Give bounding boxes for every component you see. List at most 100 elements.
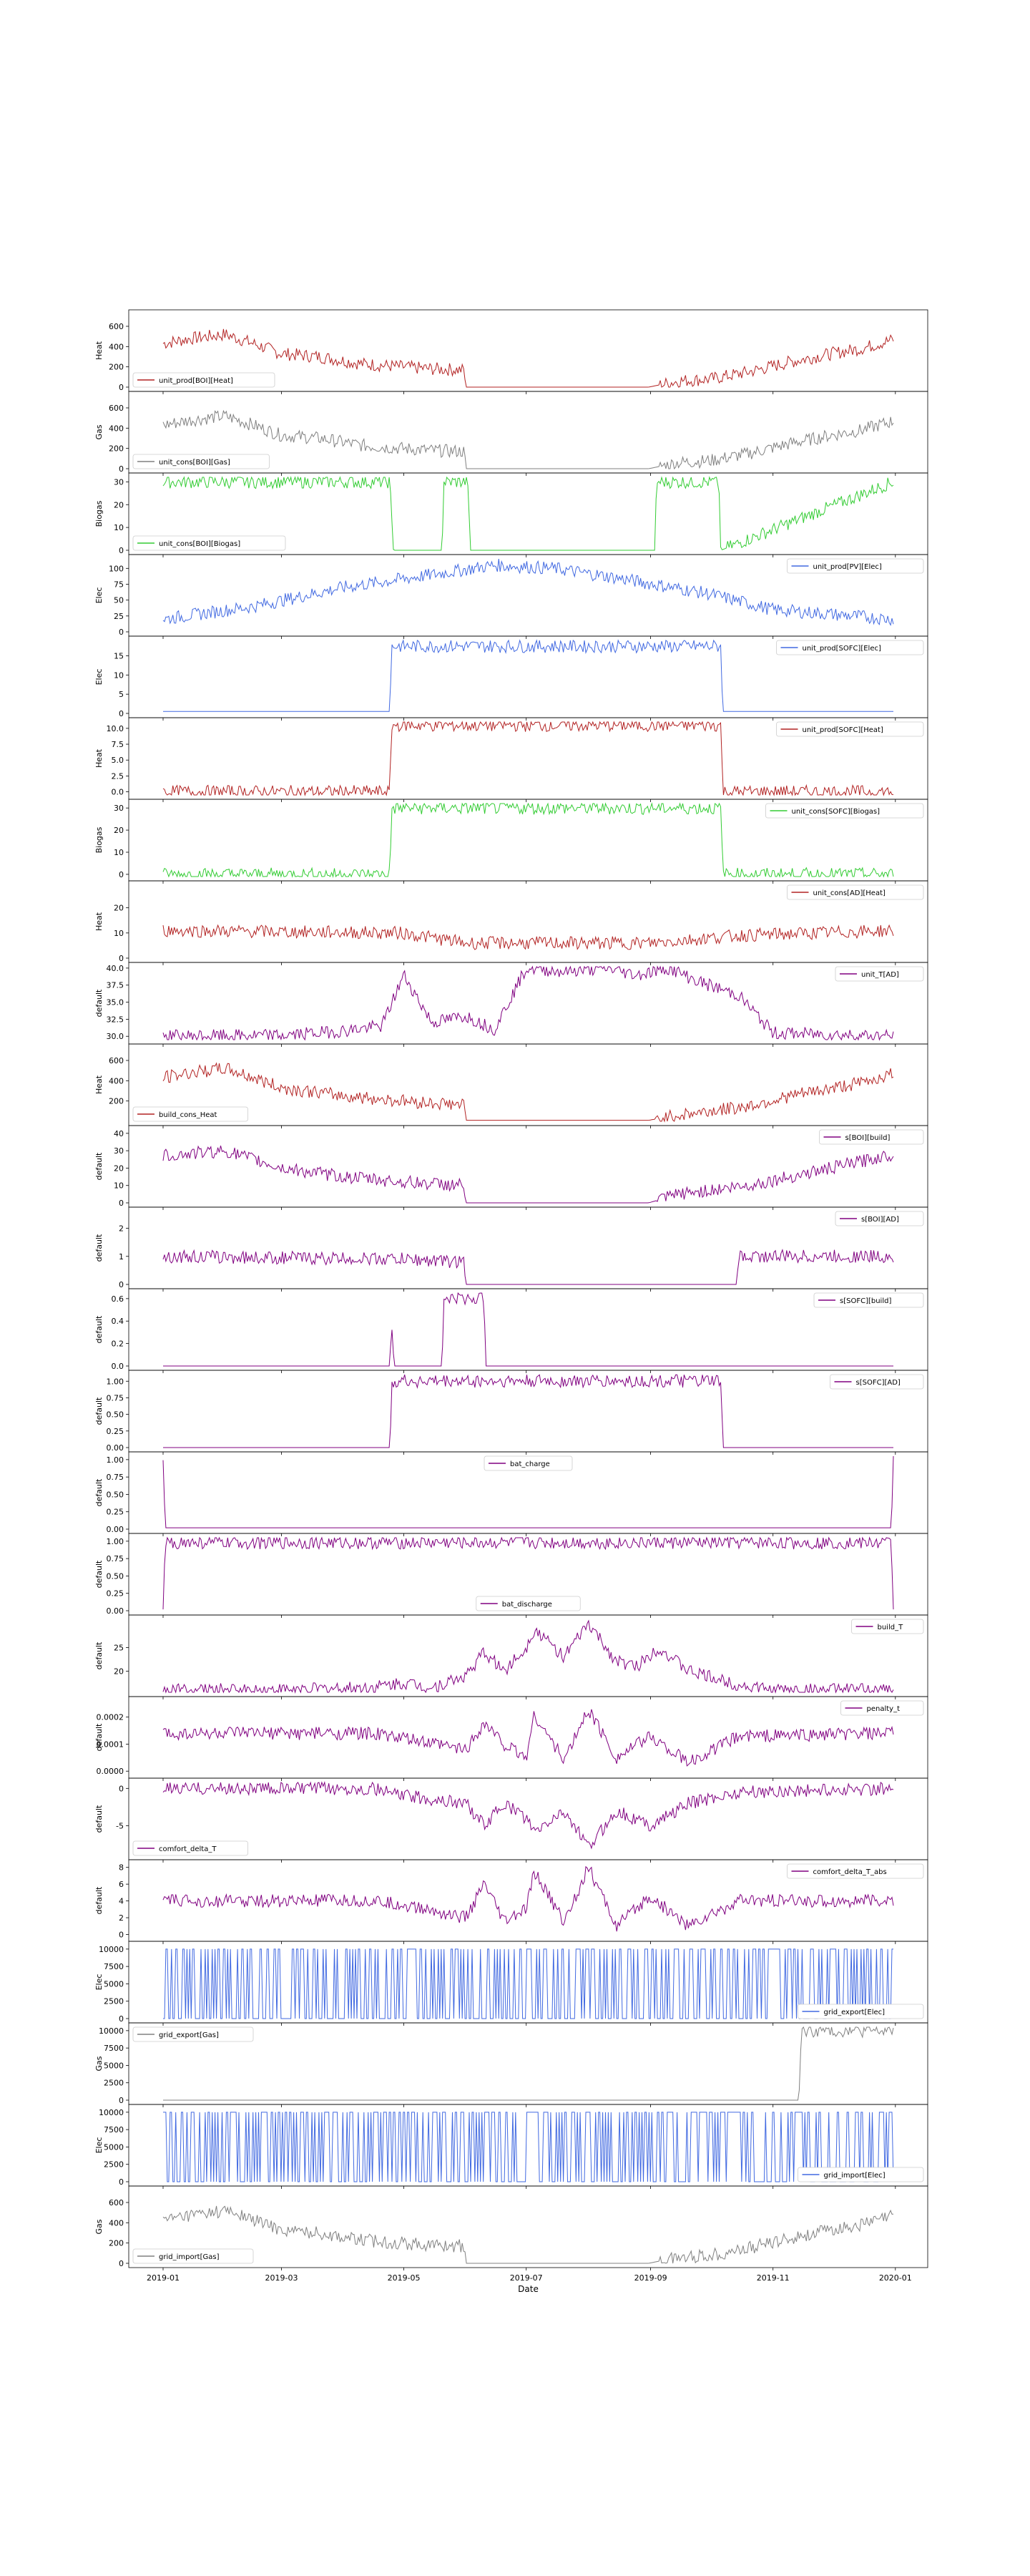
y-tick-label: 5 xyxy=(119,690,124,699)
legend-box xyxy=(132,2248,254,2264)
y-tick-label: 0 xyxy=(119,1199,124,1208)
legend-box xyxy=(835,1211,924,1226)
series-line xyxy=(162,1619,894,1694)
y-tick-label: 0 xyxy=(119,1784,124,1793)
y-tick-label: 7500 xyxy=(104,1962,124,1971)
series-line xyxy=(162,1536,894,1610)
legend-box xyxy=(787,884,924,900)
y-tick-label: 2500 xyxy=(104,2079,124,2088)
y-tick-label: 0.4 xyxy=(112,1317,124,1326)
y-tick-label: 30 xyxy=(114,1146,124,1156)
y-tick-label: 20 xyxy=(114,1667,124,1676)
y-axis-label: Heat xyxy=(94,1075,104,1094)
y-tick-label: 0.25 xyxy=(107,1427,124,1436)
series-line xyxy=(163,2112,894,2182)
x-tick-label: 2019-03 xyxy=(265,2273,298,2283)
y-tick-label: 4 xyxy=(119,1897,124,1906)
y-tick-label: 0.25 xyxy=(107,1589,124,1599)
legend-box xyxy=(776,640,924,655)
y-tick-label: 0.25 xyxy=(107,1508,124,1517)
y-tick-label: 25 xyxy=(114,1643,124,1652)
y-tick-label: 2.5 xyxy=(112,771,124,781)
legend-label: unit_cons[BOI][Biogas] xyxy=(159,540,240,548)
legend-box xyxy=(476,1596,581,1611)
y-tick-label: 15 xyxy=(114,651,124,660)
y-tick-label: 0 xyxy=(119,2177,124,2187)
legend-label: bat_charge xyxy=(510,1460,550,1468)
y-tick-label: 0 xyxy=(119,1280,124,1289)
legend-box xyxy=(798,2167,924,2182)
legend-label: unit_prod[BOI][Heat] xyxy=(159,377,233,385)
y-tick-label: 10000 xyxy=(99,1945,124,1954)
y-tick-label: 1.00 xyxy=(107,1377,124,1386)
x-axis-label: Date xyxy=(518,2284,539,2294)
panel-frame xyxy=(128,962,928,1045)
y-tick-label: 10000 xyxy=(99,2108,124,2117)
y-tick-label: 0.50 xyxy=(107,1490,124,1499)
series-line xyxy=(162,1455,894,1528)
x-tick-label: 2020-01 xyxy=(879,2273,912,2283)
series-line xyxy=(162,721,894,796)
y-tick-label: 30 xyxy=(114,804,124,813)
y-tick-label: 10.0 xyxy=(107,724,124,733)
y-axis-label: Elec xyxy=(94,2137,104,2154)
y-tick-label: 0.50 xyxy=(107,1571,124,1581)
legend-label: unit_cons[BOI][Gas] xyxy=(159,459,230,467)
y-tick-label: 2 xyxy=(119,1913,124,1923)
y-tick-label: 0 xyxy=(119,1930,124,1939)
series-line xyxy=(162,802,894,878)
legend-box xyxy=(830,1374,924,1390)
series-line xyxy=(163,639,893,712)
legend-box xyxy=(835,966,924,982)
y-tick-label: 600 xyxy=(109,404,124,413)
y-tick-label: 0 xyxy=(119,628,124,637)
y-tick-label: 0.50 xyxy=(107,1410,124,1420)
y-tick-label: 600 xyxy=(109,2198,124,2207)
panel-frame xyxy=(128,1043,928,1126)
panel-frame xyxy=(128,1777,928,1860)
panel-frame xyxy=(128,1288,928,1371)
legend-label: build_T xyxy=(878,1624,904,1631)
y-tick-label: 37.5 xyxy=(107,981,124,990)
series-line xyxy=(162,409,894,470)
y-axis-label: default xyxy=(94,1641,104,1669)
y-tick-label: 25 xyxy=(114,612,124,621)
y-axis-label: default xyxy=(94,1886,104,1914)
y-tick-label: 0 xyxy=(119,383,124,392)
y-axis-label: Gas xyxy=(94,2219,104,2234)
legend-label: grid_export[Elec] xyxy=(824,2009,886,2016)
y-tick-label: 0.0 xyxy=(112,1362,124,1371)
legend-label: s[BOI][build] xyxy=(845,1134,891,1142)
legend-label: s[BOI][AD] xyxy=(861,1216,899,1224)
legend-label: grid_import[Gas] xyxy=(159,2253,220,2261)
legend-label: bat_discharge xyxy=(502,1601,552,1609)
y-tick-label: 2 xyxy=(119,1224,124,1234)
legend-box xyxy=(819,1129,924,1145)
legend-box xyxy=(851,1619,924,1634)
series-line xyxy=(162,1249,894,1285)
y-tick-label: 1 xyxy=(119,1252,124,1262)
legend-box xyxy=(840,1700,924,1716)
y-tick-label: 5000 xyxy=(104,2142,124,2152)
series-line xyxy=(162,2205,894,2264)
series-line xyxy=(162,1062,894,1123)
y-tick-label: 0.0001 xyxy=(97,1740,124,1749)
panel-frame xyxy=(128,1125,928,1208)
y-tick-label: 30.0 xyxy=(107,1032,124,1041)
y-tick-label: 0.2 xyxy=(112,1340,124,1349)
y-tick-label: 10 xyxy=(114,523,124,532)
y-tick-label: 0.00 xyxy=(107,1606,124,1616)
legend-label: s[SOFC][build] xyxy=(840,1297,891,1305)
legend-box xyxy=(132,372,275,388)
panel-frame xyxy=(128,1206,928,1289)
legend-box xyxy=(787,1863,924,1879)
legend-box xyxy=(787,558,924,574)
y-tick-label: 0 xyxy=(119,709,124,718)
legend-box xyxy=(132,454,270,469)
y-tick-label: 100 xyxy=(109,564,124,573)
y-axis-label: Gas xyxy=(94,2056,104,2071)
y-tick-label: 20 xyxy=(114,500,124,509)
y-tick-label: 0.75 xyxy=(107,1473,124,1482)
y-tick-label: -5 xyxy=(116,1821,124,1830)
